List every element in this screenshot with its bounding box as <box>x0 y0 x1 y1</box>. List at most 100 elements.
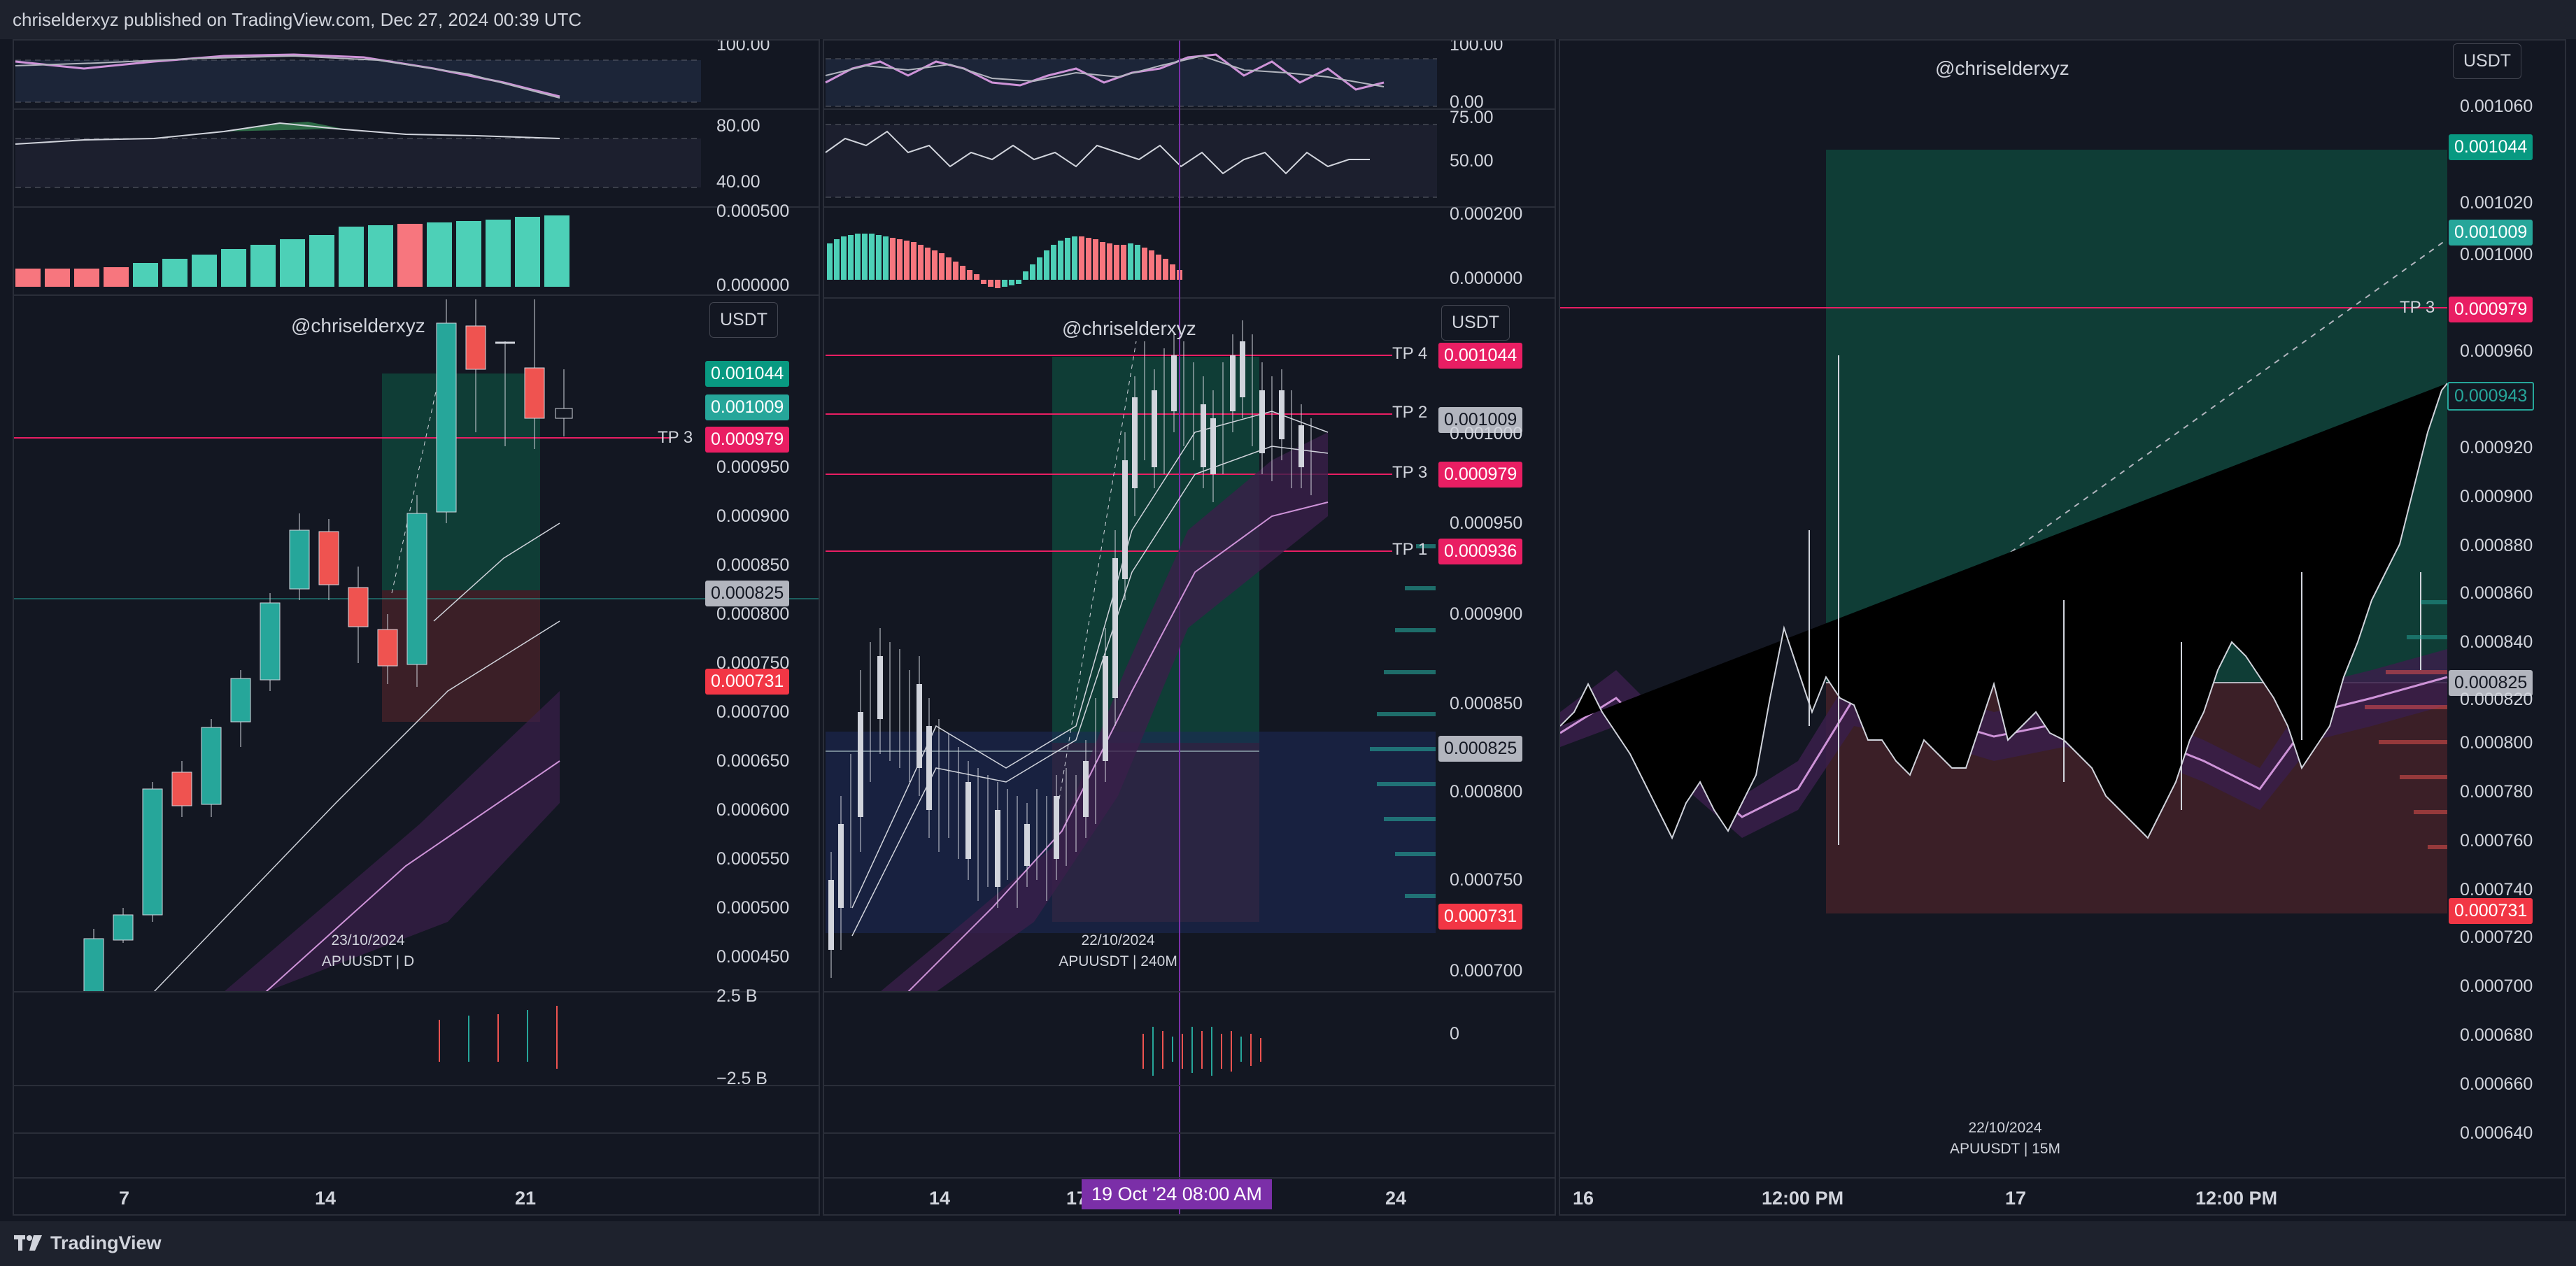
m15-x-tick-1: 12:00 PM <box>1762 1188 1844 1209</box>
h4-candle-bodies <box>828 341 1304 950</box>
h4-stop-price-tag: 0.000731 <box>1438 904 1523 930</box>
h4-axis-1: 0.000950 <box>1450 513 1523 533</box>
daily-volume-level-neg: −2.5 B <box>716 1069 767 1088</box>
m15-caption-symbol: APUUSDT | 15M <box>1950 1141 2060 1157</box>
daily-tp3-label: TP 3 <box>658 428 693 447</box>
m15-axis-2: 0.001000 <box>2460 245 2533 264</box>
chart-pane-4h[interactable]: 100.00 0.00 75.00 50.00 0.000200 0.00000… <box>823 39 1556 1216</box>
h4-entry-price-tag: 0.000825 <box>1438 736 1523 762</box>
m15-entry-price-tag: 0.000825 <box>2449 670 2533 696</box>
daily-axis-5: 0.000700 <box>716 702 790 722</box>
h4-axis-0: 0.001000 <box>1450 424 1523 443</box>
m15-stop-price-tag: 0.000731 <box>2449 898 2533 924</box>
m15-axis-14: 0.000720 <box>2460 927 2533 947</box>
daily-x-tick-1: 14 <box>315 1188 337 1209</box>
daily-profit-zone <box>382 374 540 590</box>
h4-rsi-line <box>825 53 1385 91</box>
tradingview-logo-text: TradingView <box>50 1232 162 1253</box>
daily-axis-2: 0.000850 <box>716 555 790 575</box>
m15-caption: 22/10/2024 APUUSDT | 15M <box>1935 1118 2075 1160</box>
m15-axis-9: 0.000820 <box>2460 690 2533 709</box>
m15-axis-4: 0.000920 <box>2460 438 2533 457</box>
daily-axis-1: 0.000900 <box>716 506 790 526</box>
daily-osc-level-80: 80.00 <box>716 116 760 136</box>
h4-volume-bars <box>1142 1027 1261 1076</box>
h4-chart-canvas[interactable] <box>824 41 1556 1216</box>
m15-axis-3: 0.000960 <box>2460 341 2533 361</box>
daily-currency-selector[interactable]: USDT <box>709 302 779 338</box>
daily-tp4-price-tag: 0.001044 <box>705 361 790 387</box>
daily-axis-9: 0.000500 <box>716 898 790 918</box>
h4-rsi-level-0: 0.00 <box>1450 92 1484 112</box>
chart-pane-daily[interactable]: 100.00 80.00 40.00 0.000500 0.000000 USD… <box>13 39 820 1216</box>
daily-caption-symbol: APUUSDT | D <box>321 953 415 969</box>
chart-pane-15m[interactable]: @chriselderxyz USDT 0.001060 0.001044 0.… <box>1559 39 2566 1216</box>
daily-x-tick-0: 7 <box>119 1188 130 1209</box>
m15-axis-8: 0.000840 <box>2460 632 2533 652</box>
daily-stop-price-tag: 0.000731 <box>705 669 790 695</box>
daily-axis-7: 0.000600 <box>716 800 790 820</box>
m15-axis-16: 0.000680 <box>2460 1025 2533 1045</box>
m15-axis-11: 0.000780 <box>2460 782 2533 802</box>
daily-volume-level-pos: 2.5 B <box>716 986 758 1006</box>
footer-bar <box>0 1221 2576 1266</box>
h4-caption: 22/10/2024 APUUSDT | 240M <box>1048 930 1188 972</box>
m15-last-price-tag: 0.000943 <box>2447 382 2535 411</box>
m15-axis-10: 0.000800 <box>2460 733 2533 753</box>
h4-hist-level-top: 0.000200 <box>1450 204 1523 224</box>
h4-watermark: @chriselderxyz <box>1062 318 1196 339</box>
m15-axis-13: 0.000740 <box>2460 880 2533 899</box>
h4-tp1-price-tag: 0.000936 <box>1438 539 1523 564</box>
h4-rsi-level-100: 100.00 <box>1450 39 1503 55</box>
m15-axis-12: 0.000760 <box>2460 831 2533 851</box>
m15-x-tick-3: 12:00 PM <box>2195 1188 2278 1209</box>
daily-hist-level-top: 0.000500 <box>716 201 790 221</box>
tradingview-logo[interactable]: TradingView <box>14 1230 162 1256</box>
m15-currency-selector[interactable]: USDT <box>2453 43 2522 79</box>
h4-axis-2: 0.000900 <box>1450 604 1523 624</box>
h4-currency-selector[interactable]: USDT <box>1441 305 1510 341</box>
h4-tp2-price-tag: 0.001009 <box>1438 407 1523 433</box>
m15-x-tick-2: 17 <box>2005 1188 2027 1209</box>
h4-axis-6: 0.000700 <box>1450 961 1523 981</box>
h4-osc-level-50: 50.00 <box>1450 151 1494 171</box>
m15-tp3-label: TP 3 <box>2400 298 2435 317</box>
h4-crosshair-time-label: 19 Oct '24 08:00 AM <box>1082 1179 1272 1209</box>
h4-caption-date: 22/10/2024 <box>1081 932 1155 948</box>
daily-histogram <box>15 215 569 287</box>
m15-axis-18: 0.000640 <box>2460 1123 2533 1143</box>
m15-axis-15: 0.000700 <box>2460 976 2533 996</box>
h4-caption-symbol: APUUSDT | 240M <box>1059 953 1177 969</box>
m15-axis-7: 0.000860 <box>2460 583 2533 603</box>
m15-tp3-price-tag: 0.000979 <box>2449 297 2533 322</box>
h4-x-tick-2: 24 <box>1385 1188 1407 1209</box>
m15-axis-5: 0.000900 <box>2460 487 2533 506</box>
daily-x-tick-2: 21 <box>515 1188 537 1209</box>
daily-candles <box>83 299 573 993</box>
h4-x-tick-0: 14 <box>929 1188 951 1209</box>
h4-osc-level-75: 75.00 <box>1450 108 1494 127</box>
m15-tp2-price-tag: 0.001009 <box>2449 220 2533 246</box>
daily-axis-0: 0.000950 <box>716 457 790 477</box>
m15-axis-1: 0.001020 <box>2460 193 2533 213</box>
daily-watermark: @chriselderxyz <box>291 315 425 336</box>
h4-tp3-price-tag: 0.000979 <box>1438 462 1523 488</box>
daily-axis-6: 0.000650 <box>716 751 790 771</box>
m15-chart-canvas[interactable] <box>1560 41 2566 1216</box>
daily-volume-bars <box>439 1006 558 1069</box>
m15-axis-17: 0.000660 <box>2460 1074 2533 1094</box>
daily-chart-canvas[interactable] <box>14 41 820 1216</box>
h4-volume-level-zero: 0 <box>1450 1024 1459 1044</box>
m15-tp4-price-tag: 0.001044 <box>2449 134 2533 160</box>
m15-watermark: @chriselderxyz <box>1935 57 2069 79</box>
h4-tp4-price-tag: 0.001044 <box>1438 343 1523 369</box>
m15-volume-profile-up <box>2407 600 2447 639</box>
h4-axis-4: 0.000800 <box>1450 782 1523 802</box>
daily-caption-date: 23/10/2024 <box>331 932 405 948</box>
m15-caption-date: 22/10/2024 <box>1968 1120 2042 1136</box>
m15-candles <box>1560 355 2448 845</box>
daily-axis-8: 0.000550 <box>716 849 790 869</box>
h4-axis-3: 0.000850 <box>1450 694 1523 713</box>
daily-caption: 23/10/2024 APUUSDT | D <box>298 930 438 972</box>
h4-tp1-label: TP 1 <box>1392 540 1428 559</box>
